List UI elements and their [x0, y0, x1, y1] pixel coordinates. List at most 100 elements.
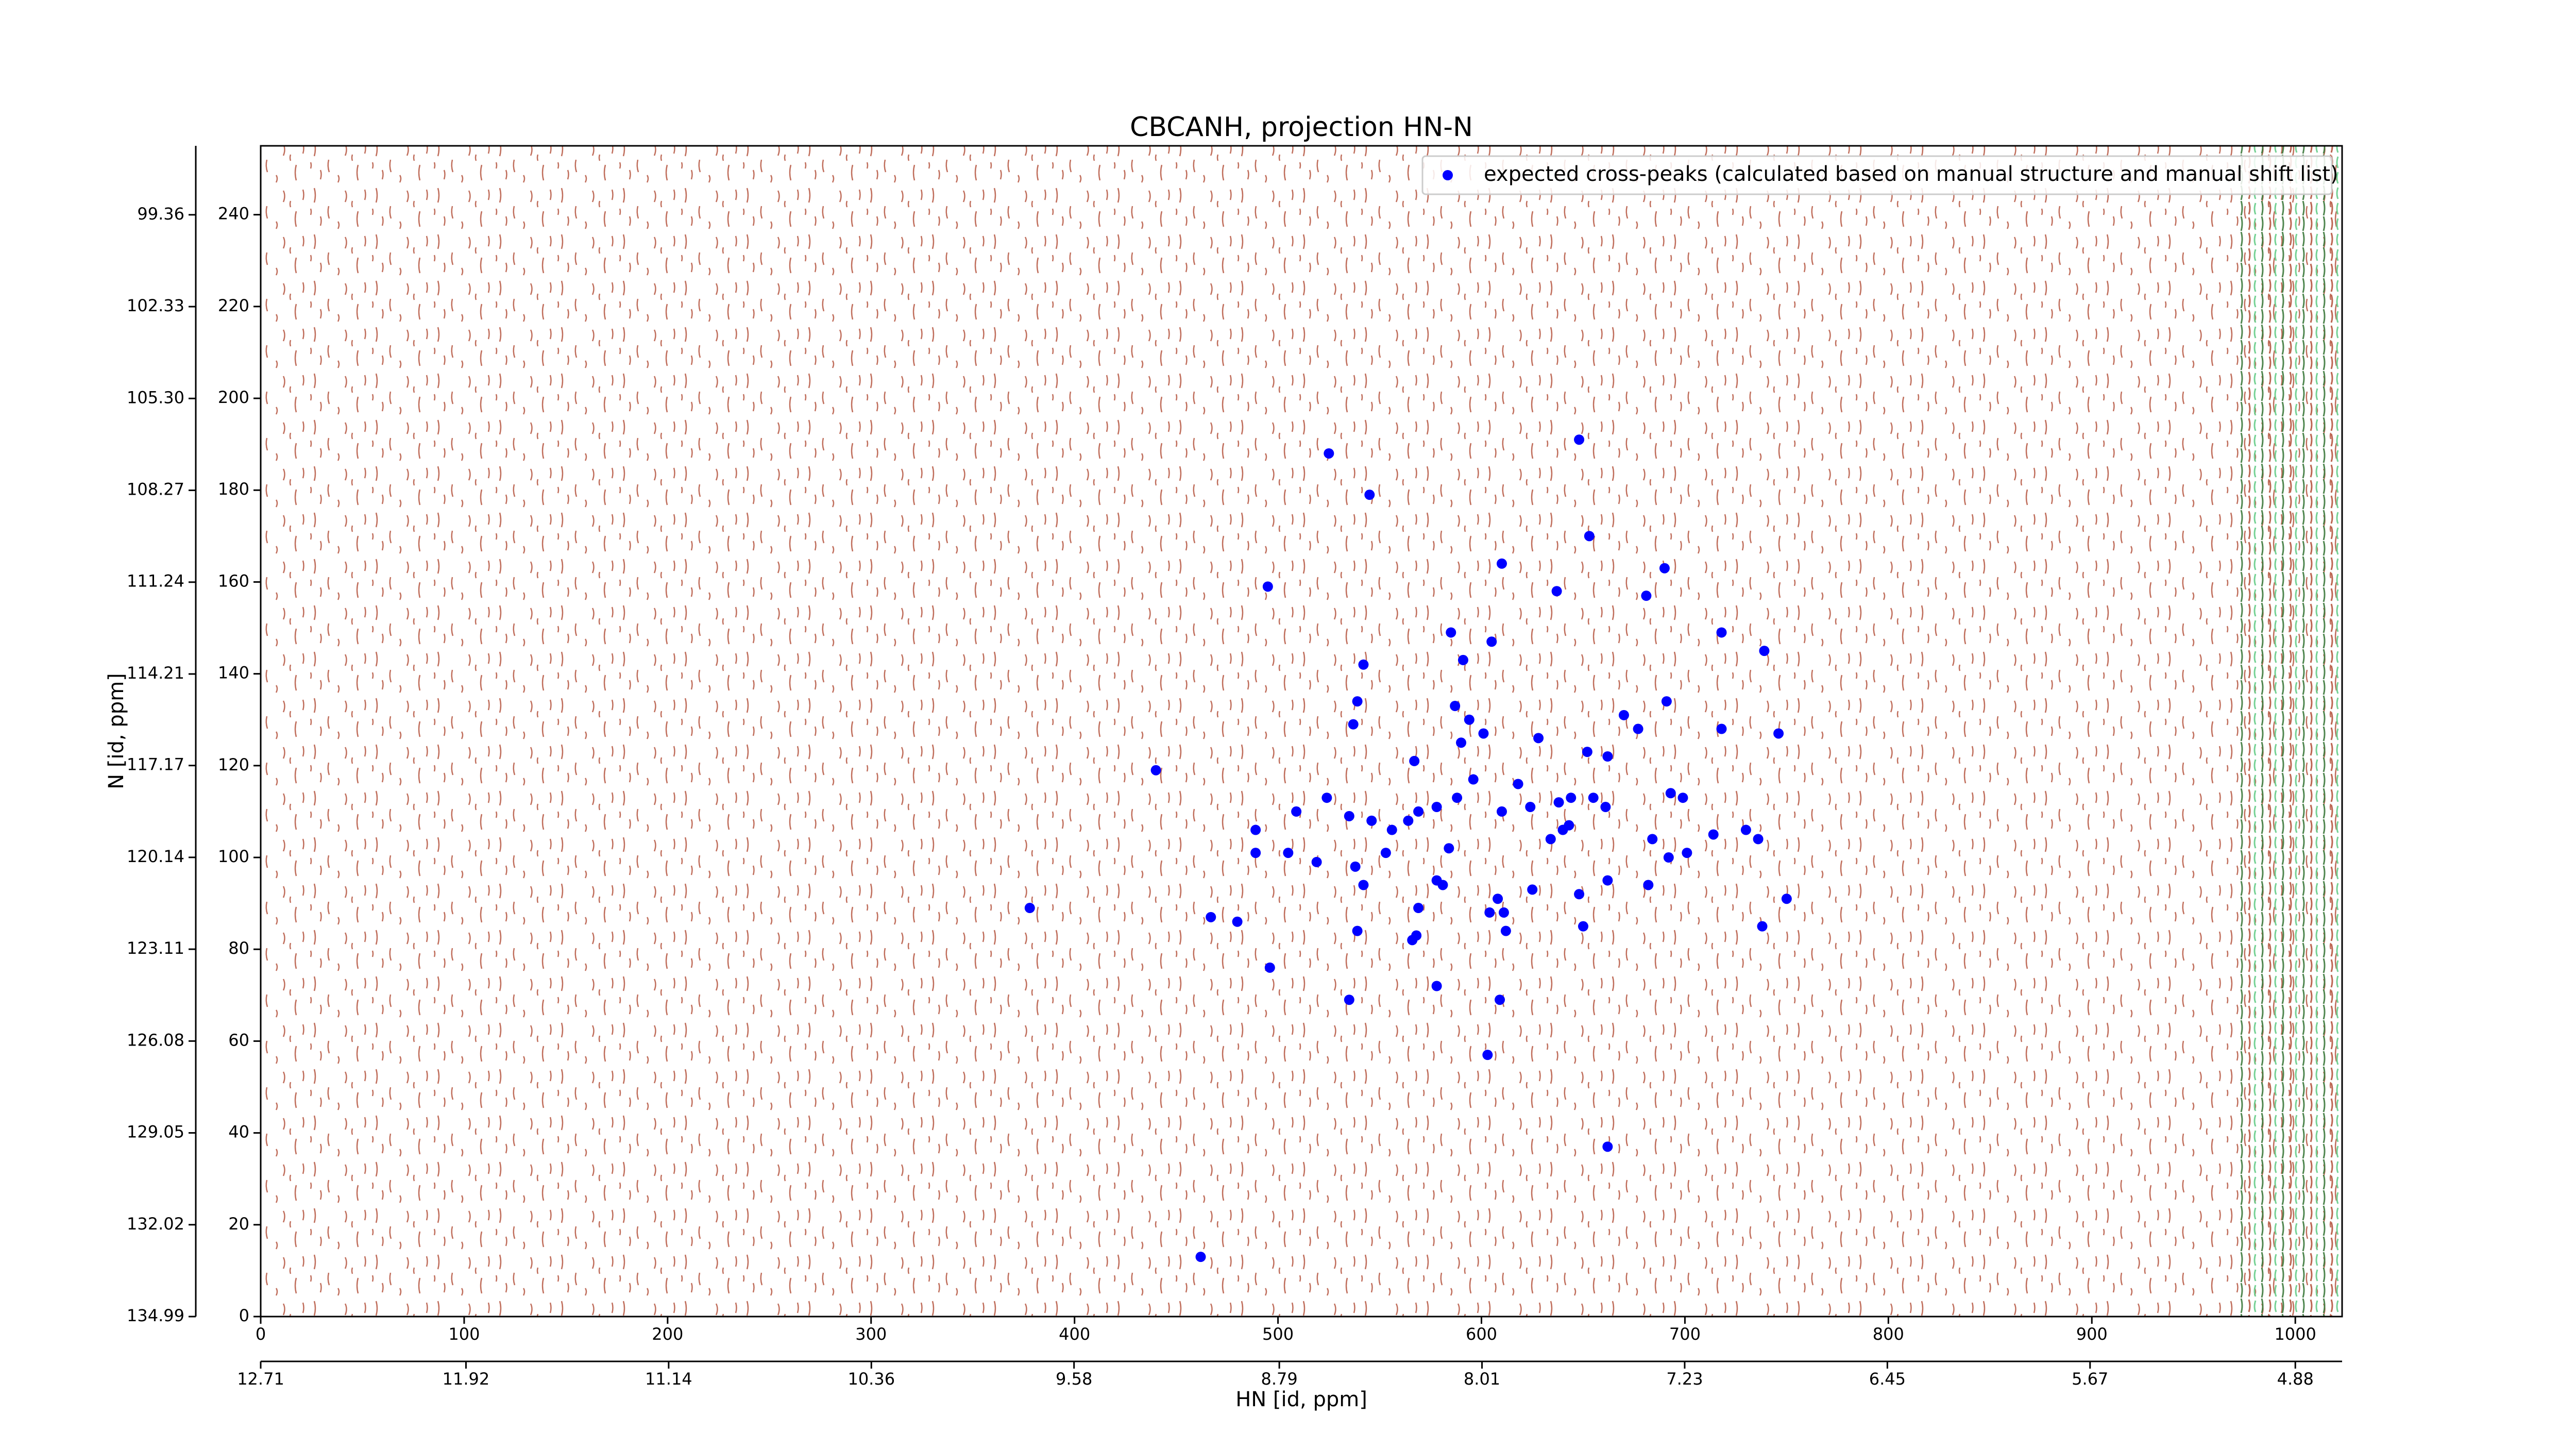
peak-point — [1431, 802, 1442, 813]
peak-point — [1757, 921, 1768, 932]
y2-tick-label: 117.17 — [127, 755, 184, 774]
peak-point — [1409, 755, 1420, 766]
peak-point — [1781, 894, 1792, 904]
x2-tick-label: 8.01 — [1464, 1369, 1500, 1389]
peak-point — [1344, 995, 1354, 1005]
y2-tick-label: 108.27 — [127, 480, 184, 499]
peak-point — [1456, 737, 1467, 748]
peak-point — [1150, 765, 1161, 776]
peak-point — [1024, 903, 1035, 914]
y2-tick-label: 129.05 — [127, 1122, 184, 1142]
y-tick-label: 180 — [218, 479, 249, 499]
x-axis-title: HN [id, ppm] — [1235, 1388, 1367, 1411]
x-tick-label: 900 — [2076, 1324, 2108, 1344]
peak-point — [1643, 880, 1654, 890]
peak-point — [1264, 962, 1275, 973]
x2-tick-label: 9.58 — [1056, 1369, 1092, 1389]
peak-point — [1551, 586, 1562, 597]
peak-point — [1708, 829, 1719, 840]
y-tick-label: 80 — [228, 938, 249, 958]
x-tick-label: 800 — [1873, 1324, 1904, 1344]
peak-point — [1553, 797, 1564, 808]
peak-point — [1527, 884, 1538, 895]
peak-point — [1633, 723, 1643, 734]
peak-point — [1482, 1050, 1493, 1060]
peak-point — [1578, 921, 1588, 932]
peak-point — [1602, 1141, 1613, 1152]
peak-point — [1663, 852, 1674, 863]
peak-point — [1773, 728, 1784, 739]
legend: expected cross-peaks (calculated based o… — [1421, 155, 2338, 195]
legend-label: expected cross-peaks (calculated based o… — [1484, 162, 2338, 186]
x2-tick-label: 8.79 — [1261, 1369, 1298, 1389]
x2-tick-label: 6.45 — [1869, 1369, 1906, 1389]
peak-point — [1618, 710, 1629, 720]
x2-tick-label: 10.36 — [848, 1369, 895, 1389]
peak-point — [1431, 981, 1442, 991]
x-tick-label: 300 — [855, 1324, 887, 1344]
peak-point — [1566, 793, 1577, 803]
peak-point — [1647, 834, 1658, 845]
peak-point — [1403, 815, 1414, 826]
legend-marker — [1443, 170, 1453, 180]
y-axis-title: N [id, ppm] — [105, 673, 128, 789]
peak-point — [1588, 793, 1599, 803]
x-tick-label: 500 — [1262, 1324, 1294, 1344]
peak-point — [1250, 824, 1261, 835]
peak-point — [1386, 824, 1397, 835]
peak-point — [1380, 848, 1391, 858]
peak-point — [1582, 747, 1592, 757]
y-tick-label: 200 — [218, 387, 249, 407]
peak-point — [1348, 719, 1359, 730]
x-tick-label: 100 — [448, 1324, 480, 1344]
plot-frame — [260, 145, 2343, 1318]
peak-point — [1716, 627, 1727, 638]
peak-point — [1206, 912, 1216, 922]
peak-point — [1677, 793, 1688, 803]
y2-tick-label: 134.99 — [127, 1306, 184, 1325]
x2-tick-label: 5.67 — [2072, 1369, 2108, 1389]
peak-point — [1525, 802, 1536, 813]
y-tick-label: 140 — [218, 663, 249, 683]
x-tick-label: 0 — [256, 1324, 266, 1344]
peak-point — [1321, 793, 1332, 803]
peak-point — [1444, 843, 1454, 854]
peak-point — [1468, 774, 1479, 785]
peak-point — [1600, 802, 1611, 813]
x2-tick-label: 11.92 — [443, 1369, 490, 1389]
contour-noise — [261, 146, 2342, 1317]
y-tick-label: 160 — [218, 571, 249, 591]
y2-tick-label: 102.33 — [127, 296, 184, 315]
peak-point — [1574, 434, 1585, 445]
peak-point — [1641, 591, 1652, 601]
x2-tick-label: 7.23 — [1666, 1369, 1703, 1389]
y2-tick-label: 132.02 — [127, 1214, 184, 1234]
peak-point — [1495, 995, 1505, 1005]
peak-point — [1602, 875, 1613, 886]
peak-point — [1533, 733, 1544, 744]
peak-point — [1446, 627, 1456, 638]
peak-point — [1659, 563, 1670, 574]
peak-point — [1324, 448, 1334, 459]
peak-point — [1250, 848, 1261, 858]
peak-point — [1740, 824, 1751, 835]
y-tick-label: 100 — [218, 847, 249, 866]
peak-point — [1464, 714, 1475, 725]
peak-point — [1437, 880, 1448, 890]
x-tick-label: 600 — [1466, 1324, 1497, 1344]
peak-point — [1358, 880, 1369, 890]
peak-point — [1498, 907, 1509, 918]
peak-point — [1344, 811, 1354, 821]
peak-point — [1413, 903, 1424, 914]
peak-point — [1458, 654, 1468, 665]
x2-tick-label: 11.14 — [645, 1369, 692, 1389]
peak-point — [1602, 751, 1613, 762]
y-tick-label: 20 — [228, 1214, 249, 1234]
y2-tick-label: 123.11 — [127, 938, 184, 958]
peak-point — [1350, 861, 1361, 872]
y-tick-label: 220 — [218, 296, 249, 315]
peak-point — [1291, 806, 1302, 817]
chart-title: CBCANH, projection HN-N — [1130, 112, 1473, 143]
peak-point — [1496, 558, 1507, 569]
